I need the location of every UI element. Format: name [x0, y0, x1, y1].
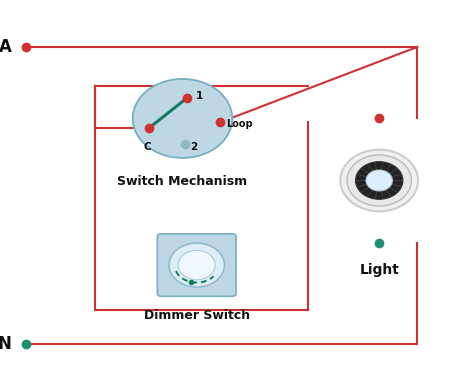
Text: Loop: Loop — [226, 119, 253, 129]
Circle shape — [347, 155, 411, 206]
Circle shape — [169, 243, 224, 287]
FancyBboxPatch shape — [157, 234, 236, 296]
Text: N: N — [0, 335, 12, 353]
Text: Switch Mechanism: Switch Mechanism — [118, 175, 247, 188]
Circle shape — [340, 150, 418, 211]
Text: 1: 1 — [196, 91, 203, 101]
Circle shape — [178, 250, 215, 280]
Circle shape — [356, 162, 403, 199]
Text: Dimmer Switch: Dimmer Switch — [144, 309, 250, 322]
Text: C: C — [143, 142, 151, 152]
Text: A: A — [0, 38, 12, 56]
Text: Light: Light — [359, 263, 399, 277]
Text: 2: 2 — [191, 142, 198, 152]
Circle shape — [366, 170, 392, 191]
Circle shape — [133, 79, 232, 158]
